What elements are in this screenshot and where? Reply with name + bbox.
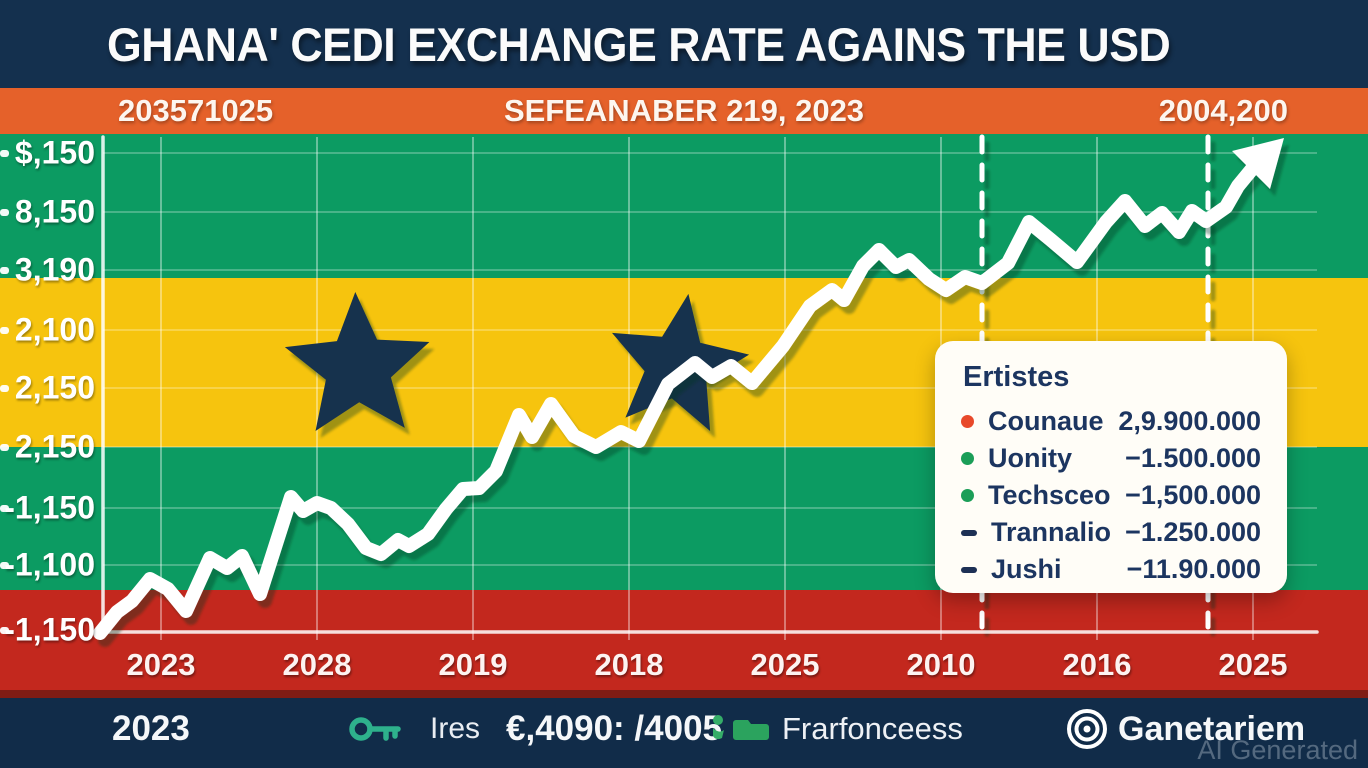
x-axis-label: 2016 (1062, 647, 1132, 682)
footer-right-label: Frarfonceess (782, 711, 963, 746)
legend-item-label: Counaue (988, 406, 1104, 436)
y-axis-label: 3,190 (14, 251, 95, 288)
flag-stripe-green-top (0, 134, 1368, 278)
legend-item-label: Jushi (991, 554, 1062, 584)
footer-bar: 2023 Ires €,4090: /4005 Frarfonceess (0, 698, 1368, 768)
person-icon (713, 715, 724, 740)
legend-card: Ertistes Counaue 2,9.900.000 Uonity −1.500.… (935, 341, 1287, 593)
legend-item: Uonity −1.500.000 (961, 440, 1261, 477)
legend-marker-icon (961, 489, 974, 502)
target-icon (1067, 709, 1107, 749)
legend-marker-icon (961, 566, 977, 573)
legend-marker-icon (961, 415, 974, 428)
legend-item-label: Techsceo (988, 480, 1111, 510)
x-axis-label: 2023 (126, 647, 196, 682)
footer-mini-icons (710, 712, 772, 742)
x-axis-label: 2028 (282, 647, 352, 682)
brand-name: Ganetariem (1118, 709, 1306, 748)
banner-left-value: 203571025 (118, 93, 274, 128)
y-axis-label: -1,150 (4, 489, 95, 526)
header-bar: GHANA' CEDI EXCHANGE RATE AGAINS THE USD (0, 0, 1368, 88)
legend-item: Jushi −11.90.000 (961, 551, 1261, 588)
legend-marker-icon (961, 529, 977, 536)
ai-generated-watermark: AI Generated (1197, 735, 1358, 765)
banner-right-value: 2004,200 (1158, 93, 1288, 128)
legend-item-value: −1.250.000 (1125, 517, 1261, 547)
y-axis-label: 8,150 (14, 193, 95, 230)
footer-rate-value: €,4090: /4005 (506, 709, 723, 748)
footer-year: 2023 (112, 709, 190, 748)
flag-stripe-red (0, 590, 1368, 690)
legend-item-label: Trannalio (991, 517, 1112, 547)
legend-item-value: −1,500.000 (1125, 480, 1261, 510)
legend-marker-icon (961, 452, 974, 465)
footer-brand: Ganetariem (1064, 698, 1305, 760)
x-axis-label: 2018 (594, 647, 664, 682)
legend-item-value: −1.500.000 (1125, 443, 1261, 473)
y-axis-label: $,150 (14, 134, 95, 171)
subheader-banner: 203571025 SEFEANABER 219, 2023 2004,200 (0, 88, 1368, 134)
legend-rows: Counaue 2,9.900.000 Uonity −1.500.000 Techsc… (961, 403, 1261, 588)
folder-icon (733, 720, 769, 740)
legend-title: Ertistes (963, 361, 1070, 393)
x-axis-label: 2010 (906, 647, 976, 682)
y-axis-label: 2,150 (14, 369, 95, 406)
x-axis-label: 2019 (438, 647, 508, 682)
footer-ires-label: Ires (430, 712, 481, 745)
y-axis-label: -1,100 (4, 546, 95, 583)
legend-item: Trannalio −1.250.000 (961, 514, 1261, 551)
y-axis-label: 2,150 (14, 428, 95, 465)
x-axis-label: 2025 (750, 647, 820, 682)
y-axis-label: 2,100 (14, 311, 95, 348)
key-icon (348, 706, 406, 752)
footer-divider (0, 690, 1368, 698)
legend-item-value: 2,9.900.000 (1118, 406, 1261, 436)
legend-item-label: Uonity (988, 443, 1072, 473)
x-axis-label: 2025 (1218, 647, 1288, 682)
page-title: GHANA' CEDI EXCHANGE RATE AGAINS THE USD (107, 17, 1171, 71)
legend-item: Counaue 2,9.900.000 (961, 403, 1261, 440)
legend-item-value: −11.90.000 (1126, 554, 1261, 584)
banner-date: SEFEANABER 219, 2023 (503, 93, 865, 128)
y-axis-label: -1,150 (4, 611, 95, 648)
legend-item: Techsceo −1,500.000 (961, 477, 1261, 514)
